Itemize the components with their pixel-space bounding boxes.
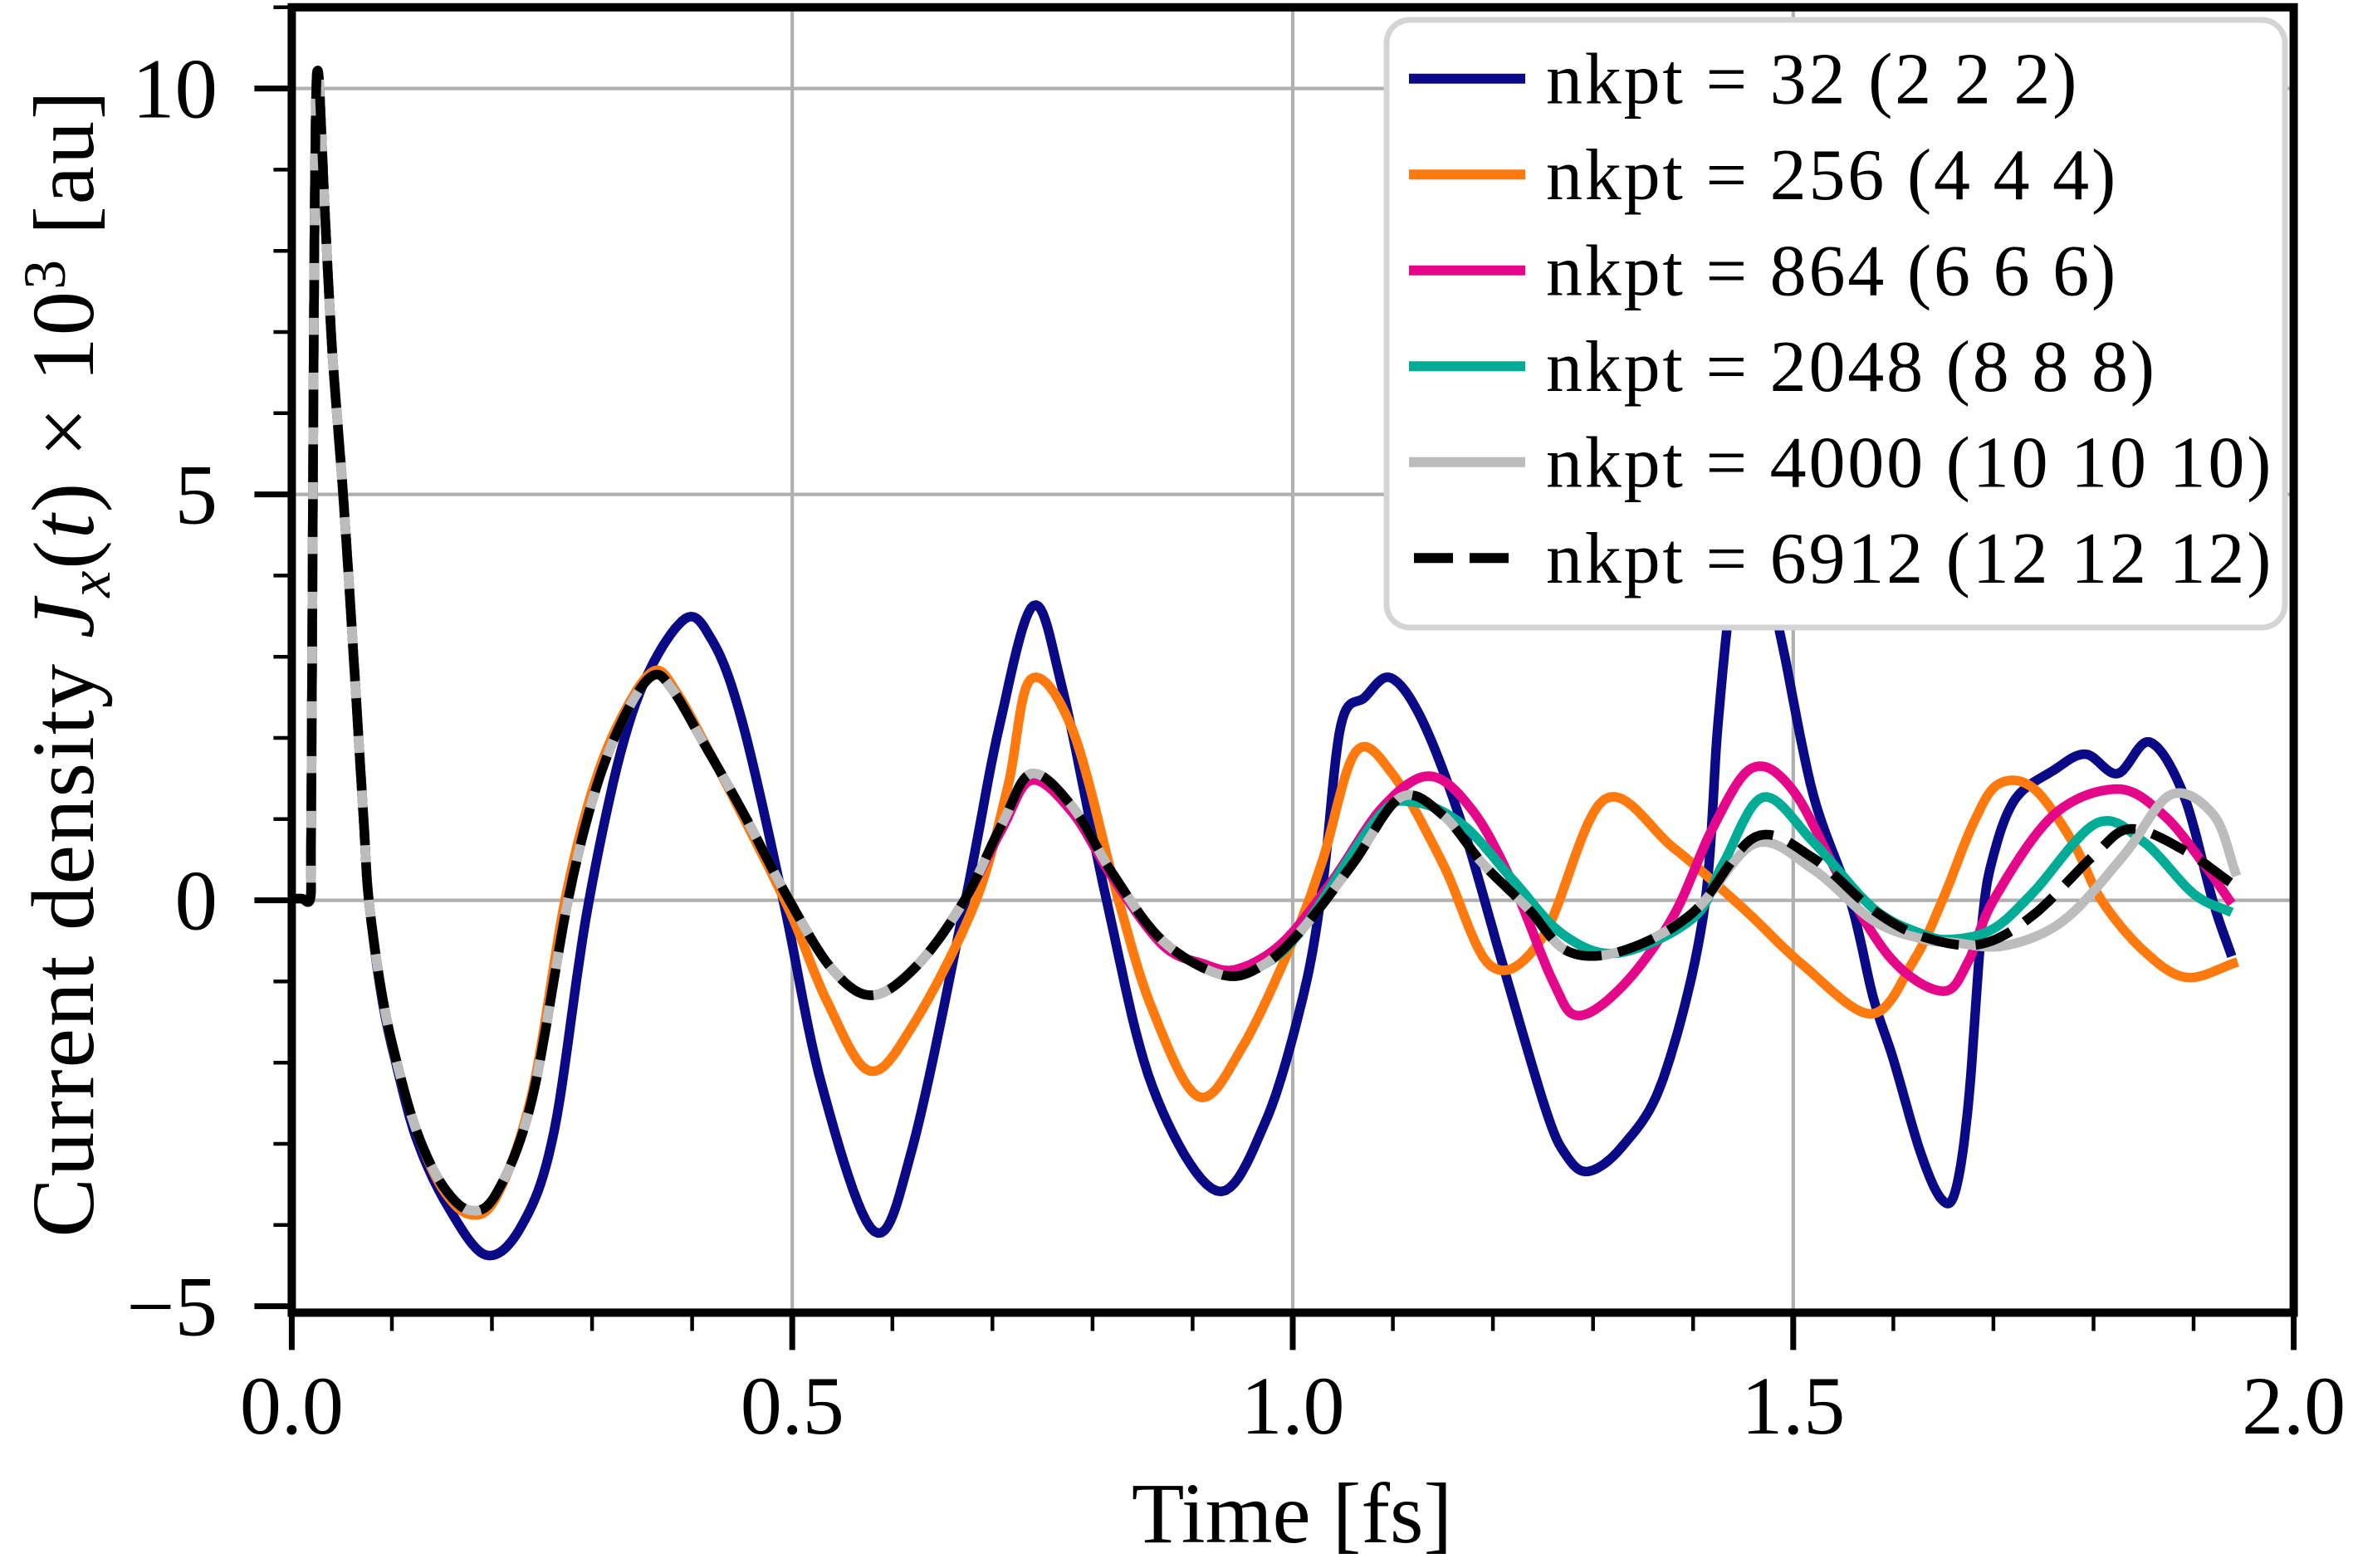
svg-text:1.0: 1.0	[1241, 1360, 1345, 1452]
svg-text:2.0: 2.0	[2242, 1360, 2346, 1452]
svg-text:nkpt = 32 (2 2 2): nkpt = 32 (2 2 2)	[1546, 40, 2079, 120]
svg-text:nkpt = 6912 (12 12 12): nkpt = 6912 (12 12 12)	[1546, 519, 2273, 599]
svg-text:nkpt = 864 (6 6 6): nkpt = 864 (6 6 6)	[1546, 232, 2118, 312]
svg-text:nkpt = 2048 (8 8 8): nkpt = 2048 (8 8 8)	[1546, 327, 2157, 408]
svg-text:5: 5	[175, 448, 218, 543]
svg-text:0: 0	[175, 854, 218, 949]
svg-text:−5: −5	[126, 1260, 218, 1355]
svg-text:nkpt = 4000 (10 10 10): nkpt = 4000 (10 10 10)	[1546, 423, 2273, 504]
svg-text:1.5: 1.5	[1741, 1360, 1845, 1452]
svg-text:0.5: 0.5	[741, 1360, 844, 1452]
svg-text:Time [fs]: Time [fs]	[1132, 1466, 1452, 1561]
svg-text:0.0: 0.0	[240, 1360, 344, 1452]
svg-text:nkpt = 256 (4 4 4): nkpt = 256 (4 4 4)	[1546, 135, 2118, 216]
svg-text:10: 10	[132, 42, 218, 137]
